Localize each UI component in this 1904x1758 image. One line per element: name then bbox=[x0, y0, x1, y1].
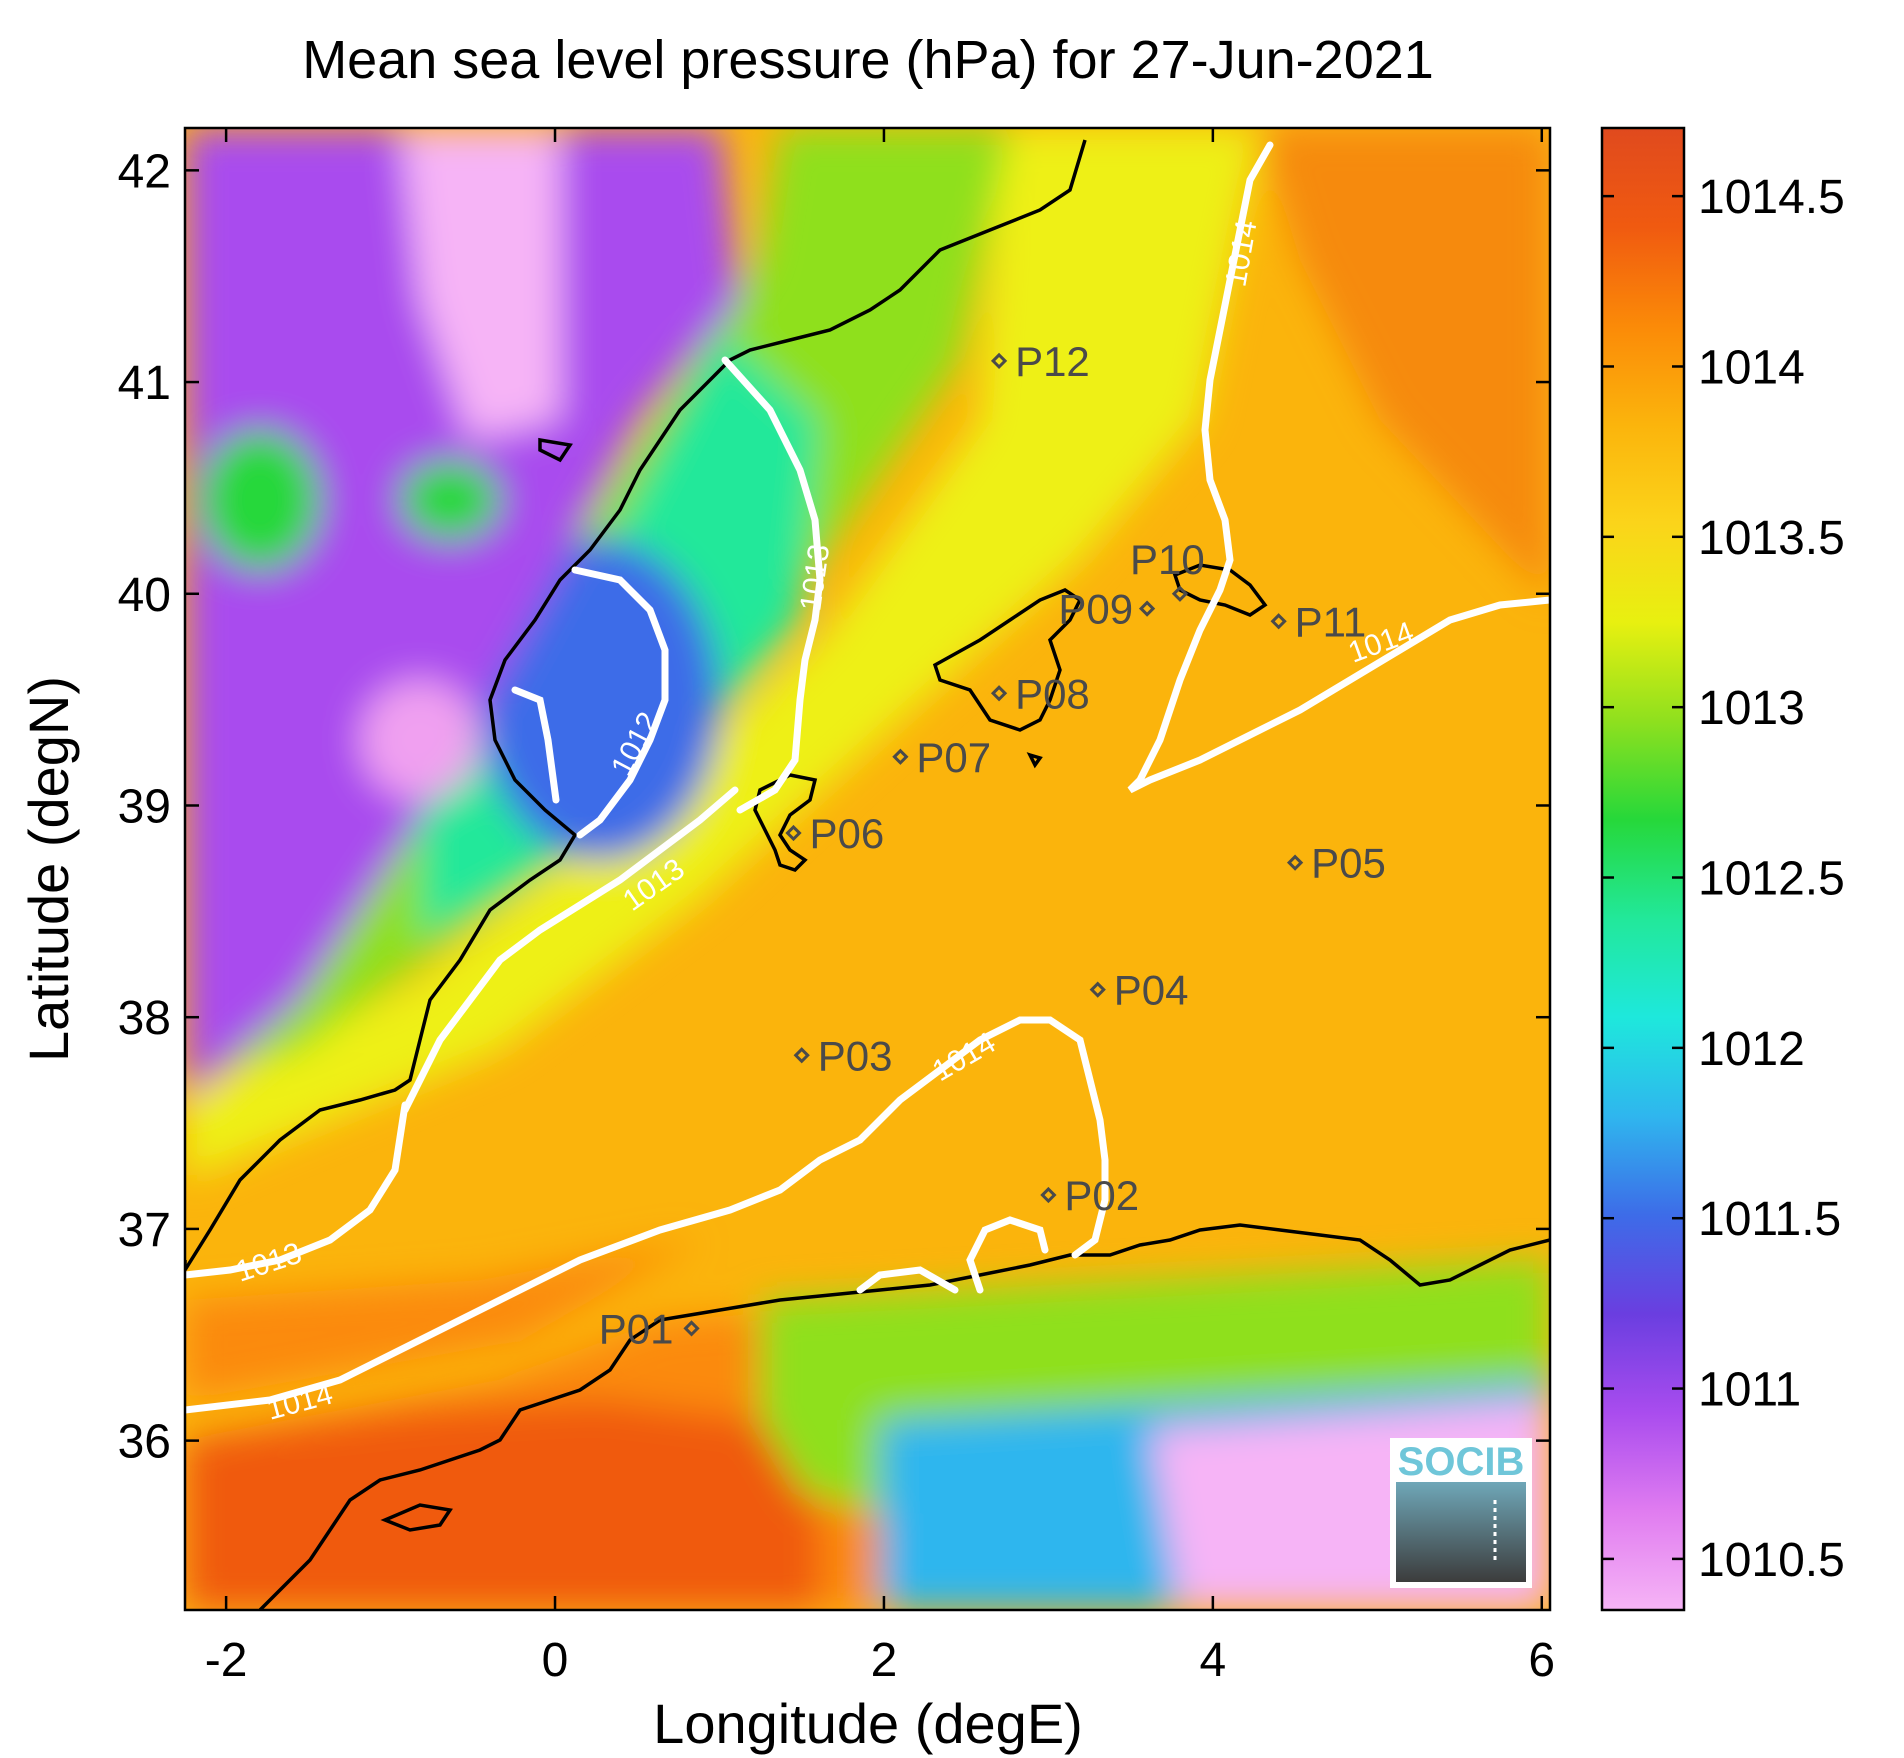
station-label: P06 bbox=[809, 810, 884, 857]
station-label: P04 bbox=[1114, 967, 1189, 1014]
x-tick-label: 4 bbox=[1200, 1634, 1227, 1687]
colorbar-ticks: 1014.5 1014 1013.5 1013 1012.5 1012 1011.5 1011… bbox=[1602, 171, 1845, 1587]
colorbar-bar bbox=[1600, 126, 1686, 1612]
x-tick-label: -2 bbox=[205, 1634, 248, 1687]
station-label: P05 bbox=[1311, 840, 1386, 887]
station-label: P01 bbox=[599, 1305, 674, 1352]
pressure-field: 1013 1012 1013 1014 1014 1014 1013 1014 … bbox=[185, 128, 1550, 1610]
colorbar-tick-label: 1011 bbox=[1698, 1364, 1801, 1417]
y-tick-label: 40 bbox=[118, 569, 171, 622]
chart-title: Mean sea level pressure (hPa) for 27-Jun… bbox=[302, 30, 1434, 90]
y-tick-label: 42 bbox=[118, 145, 171, 198]
x-axis-label: Longitude (degE) bbox=[653, 1692, 1083, 1755]
station-marker bbox=[1138, 600, 1156, 617]
colorbar: 1014.5 1014 1013.5 1013 1012.5 1012 1011.5 1011… bbox=[1600, 126, 1845, 1612]
y-tick-label: 41 bbox=[118, 357, 171, 410]
station-label: P11 bbox=[1295, 598, 1367, 645]
y-tick-label: 36 bbox=[118, 1416, 171, 1469]
station-marker bbox=[990, 352, 1008, 370]
x-tick-label: 6 bbox=[1528, 1634, 1555, 1687]
station-marker bbox=[1286, 854, 1304, 871]
station-marker bbox=[683, 1320, 700, 1337]
colorbar-tick-label: 1012 bbox=[1698, 1023, 1805, 1076]
y-axis-label: Latitude (degN) bbox=[17, 676, 80, 1062]
station-label: P10 bbox=[1130, 536, 1205, 583]
coastline bbox=[185, 139, 1550, 1610]
station-label: P03 bbox=[818, 1032, 893, 1079]
x-tick-label: 0 bbox=[542, 1634, 569, 1687]
station-marker bbox=[793, 1047, 810, 1064]
y-tick-label: 37 bbox=[118, 1204, 171, 1257]
x-tick-label: 2 bbox=[871, 1634, 898, 1687]
station-label: P12 bbox=[1015, 338, 1090, 385]
colorbar-tick-label: 1011.5 bbox=[1698, 1193, 1841, 1246]
station-marker bbox=[892, 748, 909, 765]
station-marker bbox=[1270, 613, 1287, 630]
socib-logo: SOCIB bbox=[1390, 1438, 1532, 1588]
y-tick-label: 39 bbox=[118, 780, 171, 833]
station-marker bbox=[1040, 1186, 1057, 1204]
colorbar-tick-label: 1013 bbox=[1698, 682, 1805, 735]
colorbar-tick-label: 1014.5 bbox=[1698, 171, 1845, 224]
colorbar-tick-label: 1014 bbox=[1698, 341, 1805, 394]
colorbar-tick-label: 1010.5 bbox=[1698, 1534, 1845, 1587]
map-frame bbox=[183, 126, 1552, 1612]
x-axis: -2 0 2 4 6 bbox=[205, 128, 1555, 1687]
colorbar-tick-label: 1013.5 bbox=[1698, 512, 1845, 565]
colorbar-tick-label: 1012.5 bbox=[1698, 853, 1845, 906]
logo-text: SOCIB bbox=[1398, 1440, 1525, 1484]
y-tick-label: 38 bbox=[118, 992, 171, 1045]
station-marker bbox=[1089, 981, 1106, 998]
station-label: P08 bbox=[1015, 670, 1090, 717]
station-marker bbox=[1171, 585, 1189, 602]
station-marker bbox=[785, 824, 802, 842]
station-label: P07 bbox=[916, 734, 991, 781]
station-marker bbox=[990, 685, 1008, 702]
station-label: P02 bbox=[1064, 1172, 1139, 1219]
station-label: P09 bbox=[1058, 586, 1133, 633]
isobars bbox=[185, 141, 1550, 1414]
y-axis: 42 41 40 39 38 37 36 bbox=[118, 145, 1550, 1469]
